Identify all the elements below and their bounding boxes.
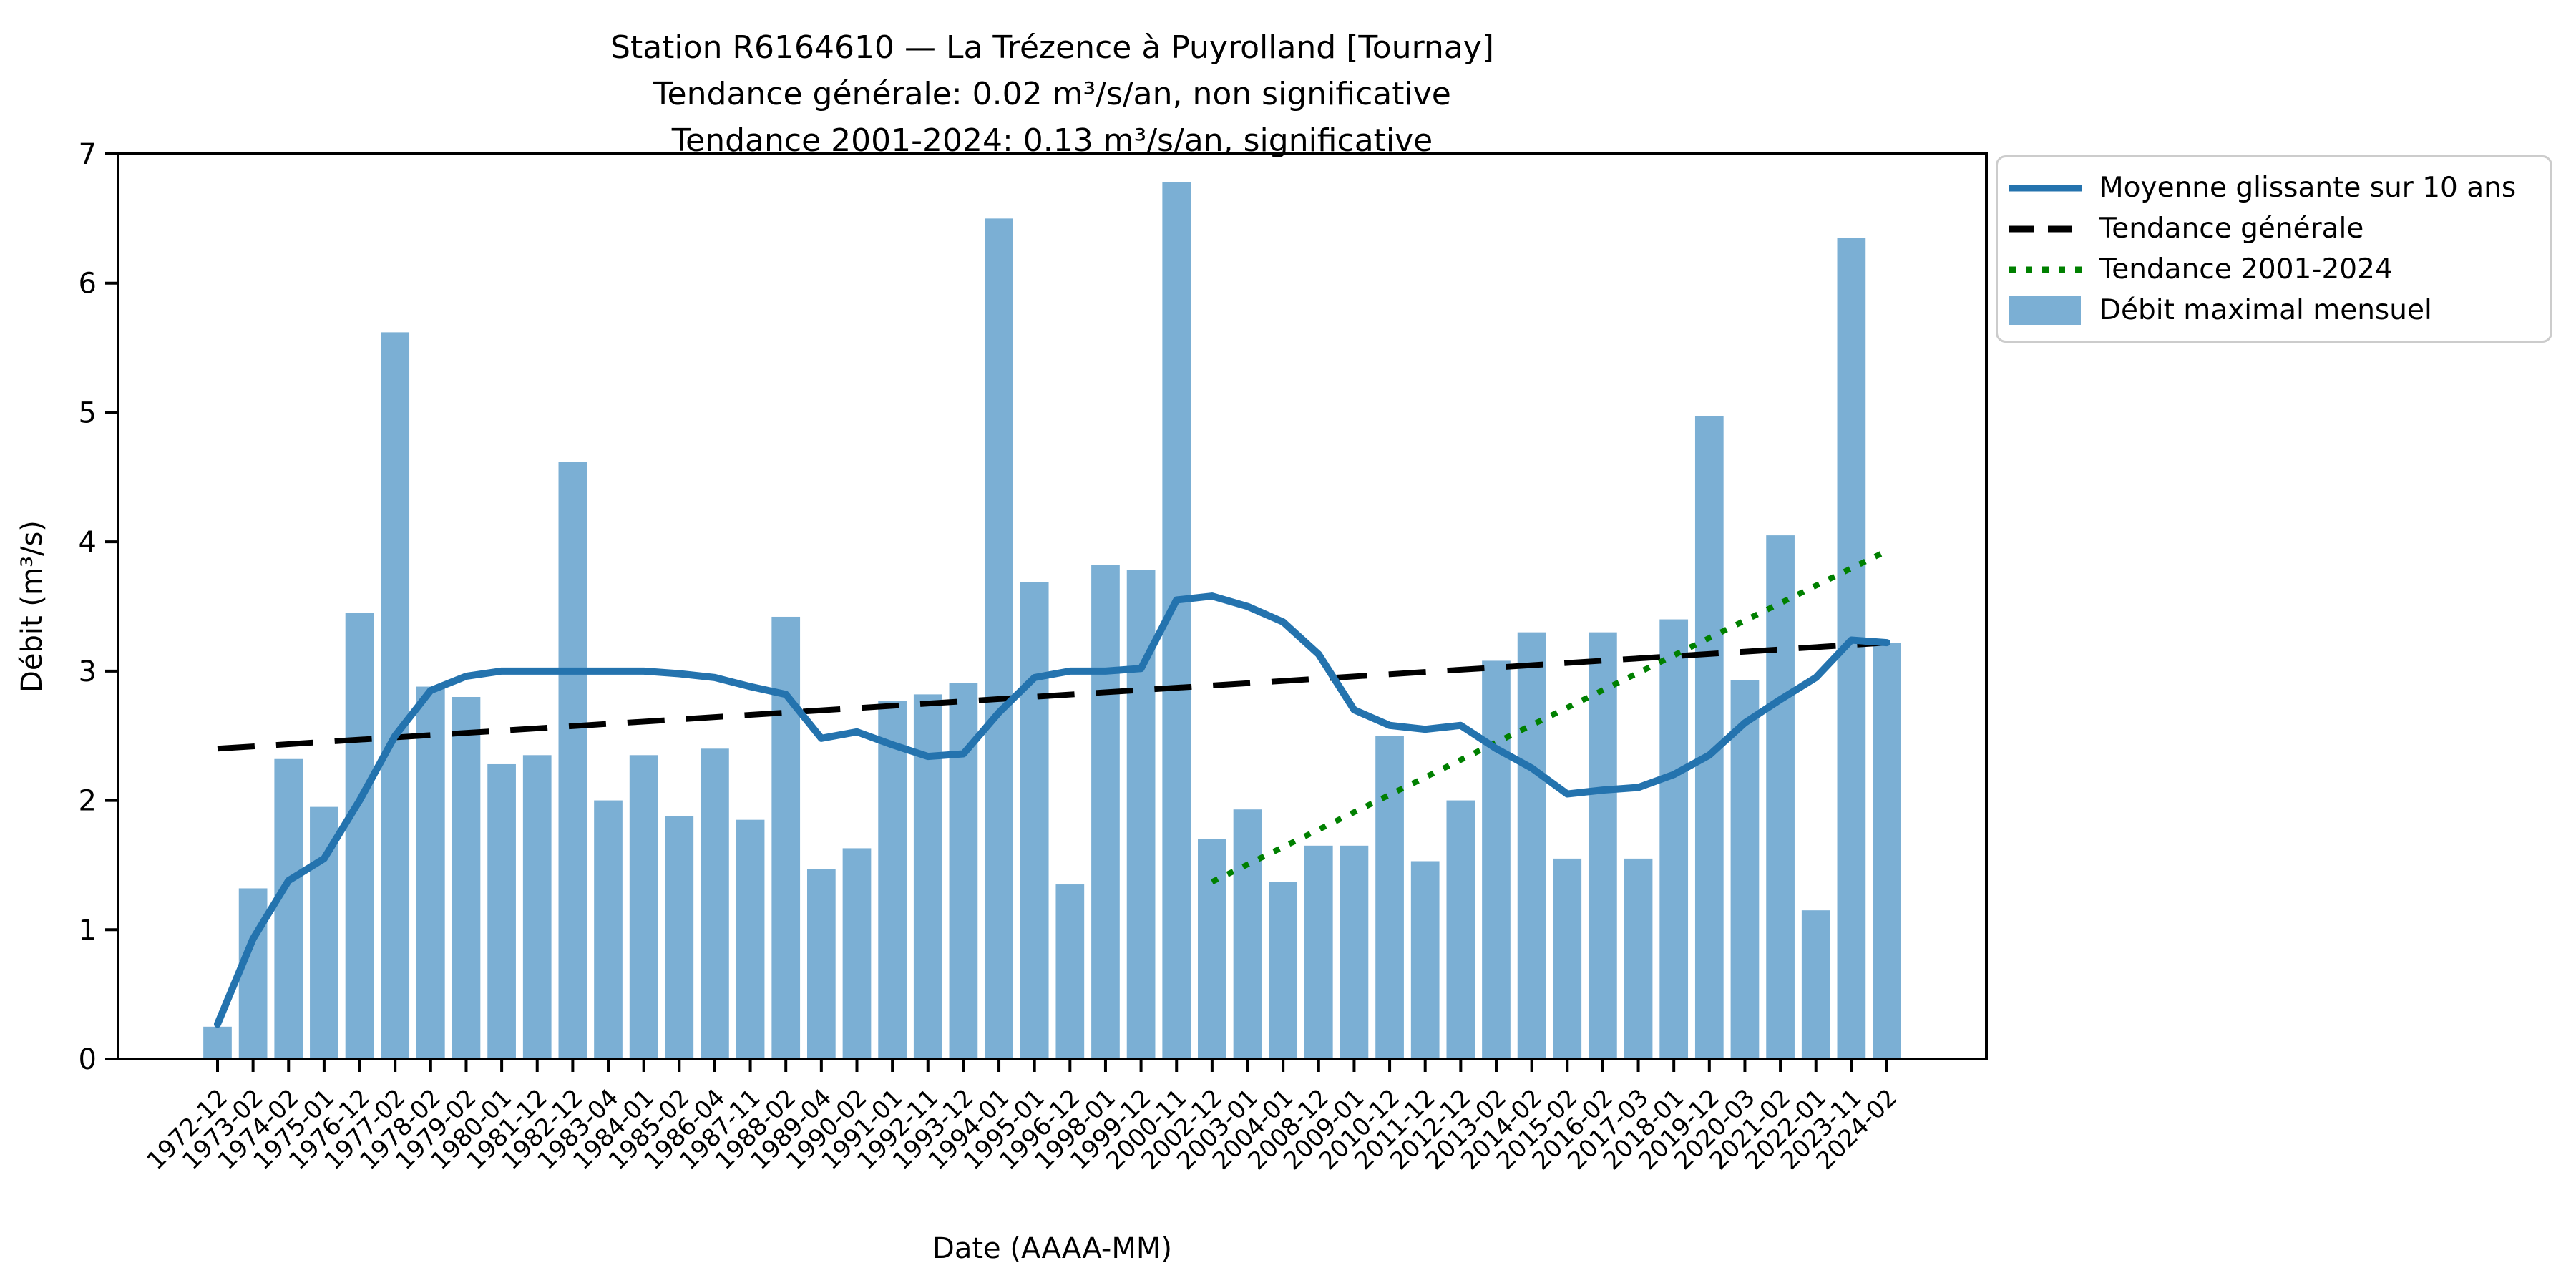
bar-1981-12 — [522, 755, 552, 1059]
bar-1998-01 — [1091, 565, 1120, 1059]
bar-2021-02 — [1766, 535, 1795, 1059]
bar-1995-01 — [1020, 582, 1049, 1059]
y-tick-label: 5 — [79, 396, 97, 429]
trend-2001-2024-line — [1211, 548, 1888, 885]
bar-1973-02 — [238, 888, 268, 1059]
y-tick-label: 4 — [79, 526, 97, 559]
legend-label-rolling-mean: Moyenne glissante sur 10 ans — [2099, 172, 2517, 204]
bar-2024-02 — [1873, 643, 1901, 1059]
y-tick-label: 1 — [79, 914, 97, 947]
chart-title: Station R6164610 — La Trézence à Puyroll… — [610, 29, 1494, 66]
rolling-mean-line — [213, 592, 1891, 1028]
chart-subtitle-general-trend: Tendance générale: 0.02 m³/s/an, non sig… — [653, 76, 1451, 112]
trend-2001-2024-dotted-line-swatch-icon — [2008, 254, 2084, 286]
bar-1980-01 — [487, 763, 516, 1059]
bar-2020-03 — [1730, 680, 1760, 1059]
bar-1972-12 — [203, 1026, 232, 1059]
bar-1976-12 — [345, 613, 374, 1059]
legend-label-general-trend: Tendance générale — [2099, 213, 2364, 245]
bar-1984-01 — [629, 755, 658, 1059]
general-trend-line — [217, 640, 1888, 752]
bar-2013-02 — [1482, 660, 1511, 1059]
bar-1987-11 — [736, 819, 765, 1059]
bar-1977-02 — [381, 332, 410, 1059]
bar-2009-01 — [1340, 845, 1369, 1059]
bar-2010-12 — [1375, 736, 1404, 1059]
bar-1992-11 — [913, 694, 942, 1059]
chart-title-block: Station R6164610 — La Trézence à Puyroll… — [118, 24, 1986, 164]
legend: Moyenne glissante sur 10 ans Tendance gé… — [1996, 155, 2552, 343]
bar-1978-02 — [416, 686, 445, 1059]
bar-1982-12 — [558, 462, 587, 1059]
bar-2016-02 — [1589, 632, 1617, 1059]
axes-spines — [117, 152, 1988, 1060]
bar-patch-swatch-icon — [2008, 295, 2084, 326]
x-axis-label: Date (AAAA-MM) — [932, 1232, 1172, 1265]
y-tick-label: 0 — [79, 1043, 97, 1076]
y-axis-label: Débit (m³/s) — [16, 520, 49, 693]
bar-2002-12 — [1198, 839, 1226, 1059]
y-tick-label: 6 — [79, 268, 97, 301]
bar-2008-12 — [1304, 845, 1333, 1059]
chart-subtitle-trend-2001-2024: Tendance 2001-2024: 0.13 m³/s/an, signif… — [671, 122, 1433, 159]
y-tick-label: 7 — [79, 138, 97, 171]
bar-1985-02 — [665, 816, 694, 1059]
bar-2018-01 — [1659, 619, 1689, 1059]
legend-item-max-monthly-flow: Débit maximal mensuel — [2008, 290, 2537, 331]
bar-2012-12 — [1446, 800, 1475, 1059]
legend-item-rolling-mean: Moyenne glissante sur 10 ans — [2008, 167, 2537, 208]
legend-item-trend-2001-2024: Tendance 2001-2024 — [2008, 249, 2537, 290]
bar-1989-04 — [806, 869, 836, 1059]
bar-1994-01 — [985, 218, 1013, 1059]
legend-item-general-trend: Tendance générale — [2008, 208, 2537, 249]
bar-2004-01 — [1269, 882, 1298, 1059]
bar-1983-04 — [594, 800, 623, 1059]
y-tick-label: 2 — [79, 785, 97, 818]
bar-1990-02 — [842, 848, 872, 1059]
bar-1988-02 — [771, 616, 801, 1059]
bar-1979-02 — [452, 697, 481, 1059]
legend-label-max-monthly-flow: Débit maximal mensuel — [2099, 294, 2432, 326]
y-tick-label: 3 — [79, 655, 97, 688]
bar-2011-12 — [1410, 861, 1440, 1059]
bar-2019-12 — [1694, 416, 1724, 1059]
bar-2017-03 — [1624, 858, 1653, 1059]
legend-label-trend-2001-2024: Tendance 2001-2024 — [2099, 253, 2393, 286]
bar-2014-02 — [1517, 632, 1546, 1059]
bar-2022-01 — [1801, 910, 1830, 1059]
bar-1974-02 — [274, 758, 303, 1059]
bar-1986-04 — [701, 748, 729, 1059]
bar-1991-01 — [878, 701, 907, 1059]
bar-2003-01 — [1233, 809, 1262, 1059]
bar-2015-02 — [1553, 858, 1582, 1059]
rolling-mean-line-swatch-icon — [2008, 172, 2084, 204]
bar-1996-12 — [1055, 884, 1085, 1059]
general-trend-dashed-line-swatch-icon — [2008, 213, 2084, 245]
